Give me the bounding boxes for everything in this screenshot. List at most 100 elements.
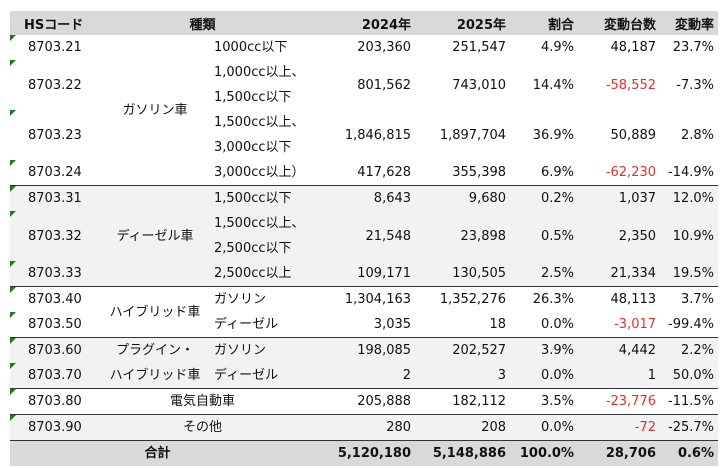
value-cell: 203,360 — [357, 40, 412, 55]
value-cell: -14.9% — [668, 165, 715, 180]
text-line: 1,000cc以上、 — [214, 65, 305, 80]
value-cell: 2,350 — [578, 211, 661, 261]
data-row: 8703.22 1,000cc以上、 1,500cc以下 801,562 743,010… — [10, 60, 718, 110]
total-value: 5,148,886 — [415, 440, 511, 466]
text-line: ディーゼル車 — [116, 228, 194, 244]
value-cell: -99.4% — [668, 317, 715, 332]
value-cell: 251,547 — [452, 40, 507, 55]
header-cell: 割合 — [510, 11, 579, 35]
value-cell: 19.5% — [660, 261, 719, 287]
value-cell: -7.3% — [676, 77, 715, 93]
text-line: 1,500cc以上、 — [214, 216, 305, 231]
vehicle-group: プラグイン・ ハイブリッド車 — [100, 337, 210, 389]
hs-code: 8703.70 — [10, 363, 100, 389]
value-cell: 26.3% — [510, 286, 579, 312]
value-cell: -25.7% — [660, 414, 719, 441]
engine-type: 1000cc以下 — [210, 35, 305, 60]
value-cell: 0.0% — [510, 363, 579, 389]
value-cell: -23,776 — [578, 388, 661, 415]
value-cell: 48,113 — [578, 286, 661, 312]
text-line: プラグイン・ — [115, 343, 194, 358]
header-cell: 2024年 — [305, 11, 416, 35]
text-line: 1,500cc以上、 — [214, 115, 305, 130]
value-cell: -72 — [578, 414, 661, 441]
value-cell: 205,888 — [305, 388, 416, 415]
value-cell: 202,527 — [415, 337, 511, 363]
engine-type: 2,500cc以上 — [210, 261, 306, 287]
hs-code: 8703.22 — [10, 60, 100, 110]
engine-type: ガソリン — [210, 337, 306, 363]
value-cell: 2.8% — [680, 127, 715, 143]
hs-code: 8703.31 — [10, 185, 100, 211]
text-line: 1000cc以下 — [214, 40, 288, 55]
value-cell: 3.7% — [660, 286, 719, 312]
engine-type: ガソリン — [210, 286, 306, 312]
engine-type: 1,000cc以上、 1,500cc以下 — [210, 60, 305, 110]
value-cell: 208 — [415, 414, 511, 441]
data-row: 8703.60 プラグイン・ ハイブリッド車 ガソリン 198,085 202,527 3.… — [10, 337, 719, 389]
value-cell: 23.7% — [672, 40, 715, 55]
header-cell: 変動率 — [660, 11, 719, 35]
value-cell: 21,548 — [305, 211, 416, 261]
value-cell: 3.9% — [510, 337, 579, 363]
value-cell: -62,230 — [605, 165, 657, 180]
header-cell: 変動台数 — [578, 11, 661, 35]
text-line: 電気自動車 — [170, 394, 236, 409]
value-cell: 1,352,276 — [415, 286, 511, 312]
data-row: 8703.90 その他 280 208 0.0% -72 -25.7% — [10, 414, 719, 441]
total-value: 5,120,180 — [305, 440, 416, 466]
data-row: 8703.31 ディーゼル車 1,500cc以下 8,643 9,680 0.2% 1,03… — [10, 185, 719, 287]
hs-code: 8703.50 — [10, 312, 100, 338]
total-value: 100.0% — [510, 440, 579, 466]
value-cell: 801,562 — [357, 77, 412, 93]
text-line: 1,500cc以下 — [214, 90, 292, 105]
value-cell: 18 — [489, 317, 507, 332]
value-cell: -11.5% — [660, 388, 719, 415]
header-cell: 種類 — [100, 11, 306, 35]
value-cell: 743,010 — [452, 77, 507, 93]
value-cell: 50,889 — [610, 127, 657, 143]
vehicle-group: その他 — [100, 414, 306, 441]
engine-type: 1,500cc以下 — [210, 185, 306, 211]
value-cell: 4,442 — [578, 337, 661, 363]
value-cell: 36.9% — [532, 127, 575, 143]
value-cell: 4.9% — [540, 40, 575, 55]
value-cell: 0.0% — [510, 414, 579, 441]
value-cell: 0.0% — [540, 317, 575, 332]
value-cell: 14.4% — [532, 77, 575, 93]
engine-type: ディーゼル — [210, 363, 306, 389]
total-row: 合計 5,120,180 5,148,886 100.0% 28,706 0.6% — [10, 440, 719, 466]
value-cell: 48,187 — [610, 40, 657, 55]
value-cell: 12.0% — [660, 185, 719, 211]
vehicle-group: ディーゼル車 — [100, 185, 210, 287]
data-row: 8703.24 3,000cc以上） 417,628 355,398 6.9% -62,2… — [10, 160, 718, 186]
engine-type: 1,500cc以上、 2,500cc以下 — [210, 211, 306, 261]
engine-type: ディーゼル — [210, 312, 305, 338]
value-cell: 0.5% — [510, 211, 579, 261]
value-cell: 2.2% — [660, 337, 719, 363]
value-cell: -3,017 — [614, 317, 657, 332]
value-cell: 109,171 — [305, 261, 416, 287]
text-line: ガソリン — [214, 292, 267, 307]
vehicle-group: 電気自動車 — [100, 388, 306, 415]
value-cell: 8,643 — [305, 185, 416, 211]
text-line: ガソリン — [214, 343, 267, 358]
text-line: ガソリン車 — [122, 102, 188, 118]
value-cell: 2.5% — [510, 261, 579, 287]
text-line: ハイブリッド車 — [109, 368, 201, 383]
value-cell: 1,846,815 — [344, 127, 412, 143]
text-line: 3,000cc以下 — [214, 140, 292, 155]
text-line: その他 — [183, 420, 223, 435]
hs-code: 8703.21 — [10, 35, 100, 60]
value-cell: 0.2% — [510, 185, 579, 211]
data-row: 8703.33 2,500cc以上 109,171 130,505 2.5% 21,334… — [10, 261, 719, 287]
value-cell: 355,398 — [452, 165, 507, 180]
hs-code: 8703.40 — [10, 286, 100, 312]
vehicle-group: ハイブリッド車 — [100, 286, 210, 338]
total-value: 28,706 — [578, 440, 661, 466]
hs-code: 8703.23 — [10, 110, 100, 160]
hs-code: 8703.60 — [10, 337, 100, 363]
value-cell: 23,898 — [415, 211, 511, 261]
text-line: 1,500cc以下 — [214, 191, 292, 206]
